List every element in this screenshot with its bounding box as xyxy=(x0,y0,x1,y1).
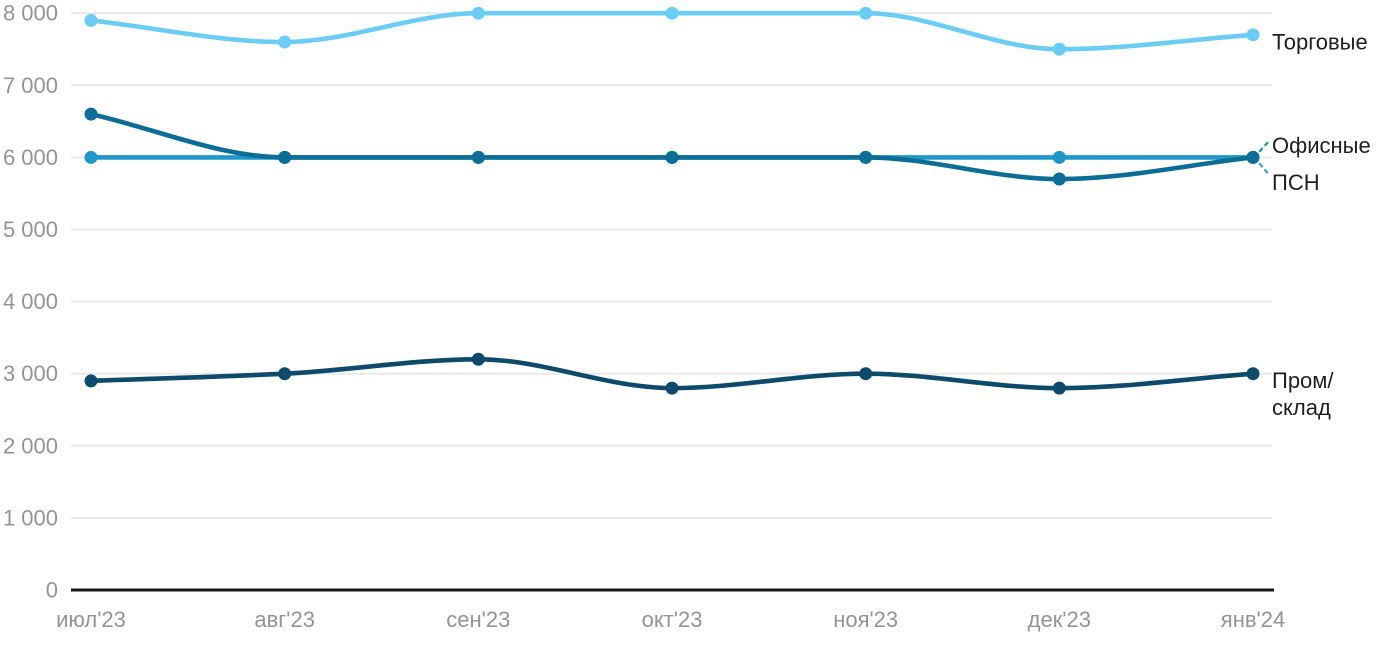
series-label-ofisnye: Офисные xyxy=(1272,133,1371,158)
data-point-prom-sklad[interactable] xyxy=(1246,367,1260,381)
data-point-prom-sklad[interactable] xyxy=(665,381,679,395)
series-line-psn xyxy=(88,111,1256,182)
y-tick-label: 2 000 xyxy=(3,433,58,458)
data-point-torgovye[interactable] xyxy=(84,13,98,27)
data-point-psn[interactable] xyxy=(859,150,873,164)
data-point-psn[interactable] xyxy=(84,107,98,121)
data-point-torgovye[interactable] xyxy=(278,35,292,49)
y-tick-label: 8 000 xyxy=(3,1,58,26)
data-point-torgovye[interactable] xyxy=(859,6,873,20)
data-point-ofisnye[interactable] xyxy=(84,150,98,164)
x-tick-label: ноя'23 xyxy=(833,607,898,632)
y-tick-label: 4 000 xyxy=(3,289,58,314)
data-point-torgovye[interactable] xyxy=(471,6,485,20)
series-label-torgovye: Торговые xyxy=(1272,29,1368,54)
x-tick-label: окт'23 xyxy=(642,607,703,632)
x-tick-label: авг'23 xyxy=(254,607,315,632)
data-point-prom-sklad[interactable] xyxy=(471,352,485,366)
y-tick-label: 0 xyxy=(46,578,58,603)
label-connector-ofisnye xyxy=(1258,138,1272,153)
y-tick-label: 6 000 xyxy=(3,145,58,170)
label-connector-psn xyxy=(1258,162,1272,178)
y-tick-label: 3 000 xyxy=(3,361,58,386)
data-point-psn[interactable] xyxy=(471,150,485,164)
x-tick-label: июл'23 xyxy=(56,607,126,632)
series-label-prom-sklad: Пром/ xyxy=(1272,368,1334,393)
data-point-prom-sklad[interactable] xyxy=(278,367,292,381)
data-point-torgovye[interactable] xyxy=(1246,28,1260,42)
y-tick-label: 7 000 xyxy=(3,73,58,98)
data-point-ofisnye[interactable] xyxy=(1052,150,1066,164)
data-point-psn[interactable] xyxy=(665,150,679,164)
data-point-torgovye[interactable] xyxy=(1052,42,1066,56)
x-tick-label: дек'23 xyxy=(1028,607,1091,632)
x-tick-label: янв'24 xyxy=(1221,607,1285,632)
data-point-prom-sklad[interactable] xyxy=(859,367,873,381)
series-label-psn: ПСН xyxy=(1272,170,1320,195)
data-point-psn[interactable] xyxy=(1052,172,1066,186)
data-point-prom-sklad[interactable] xyxy=(84,374,98,388)
y-tick-label: 5 000 xyxy=(3,217,58,242)
data-point-psn[interactable] xyxy=(1246,150,1260,164)
data-point-prom-sklad[interactable] xyxy=(1052,381,1066,395)
series-label-prom-sklad: склад xyxy=(1272,395,1331,420)
y-tick-label: 1 000 xyxy=(3,505,58,530)
data-point-torgovye[interactable] xyxy=(665,6,679,20)
x-tick-label: сен'23 xyxy=(446,607,510,632)
data-point-psn[interactable] xyxy=(278,150,292,164)
